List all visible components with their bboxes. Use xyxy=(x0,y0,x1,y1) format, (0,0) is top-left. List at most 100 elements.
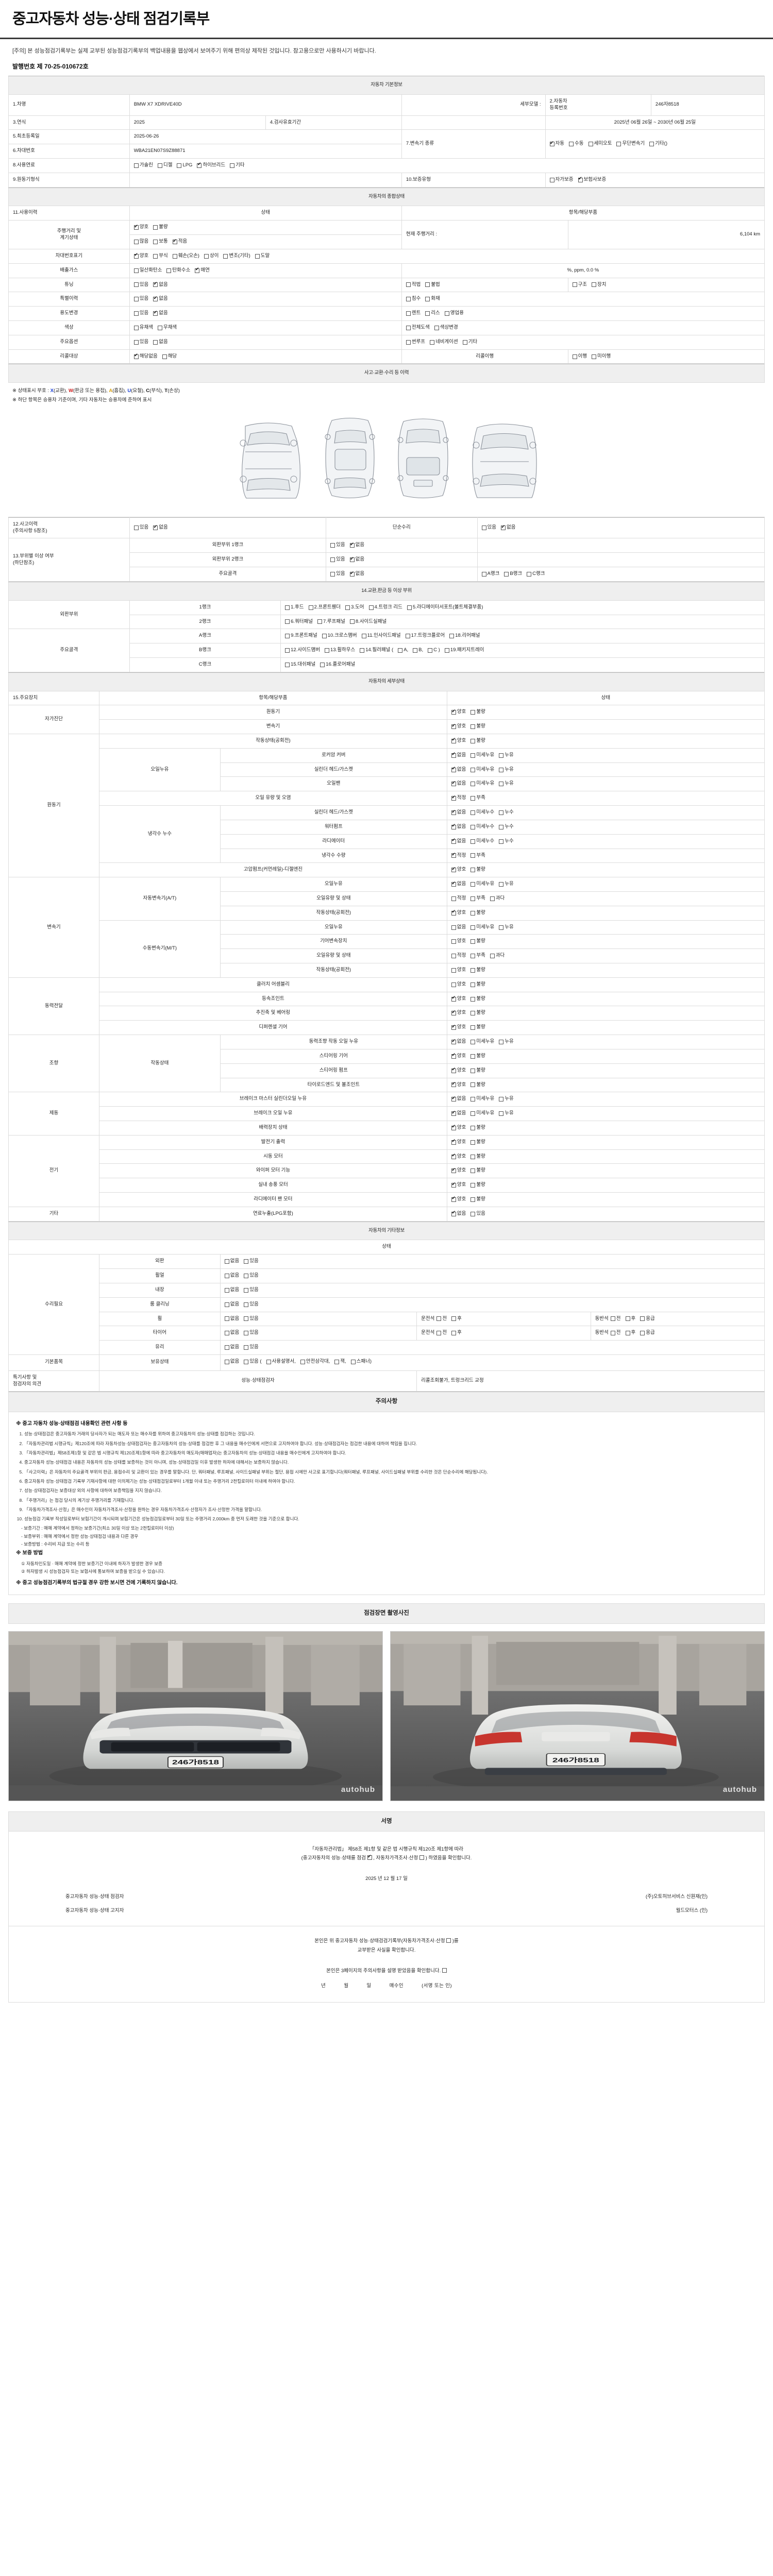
checkbox-option[interactable]: 부족 xyxy=(470,853,485,859)
checkbox-box[interactable] xyxy=(444,311,449,316)
checkbox-box[interactable] xyxy=(349,556,355,563)
checkbox-box[interactable] xyxy=(436,1316,442,1321)
checkbox-option[interactable]: 없음 xyxy=(153,524,168,531)
checkbox-option[interactable]: 없음 xyxy=(451,1110,466,1117)
checkbox-box[interactable] xyxy=(616,142,621,147)
checkbox-box[interactable] xyxy=(451,1110,456,1116)
checkbox-option[interactable]: 없음 xyxy=(224,1359,239,1365)
checkbox-option[interactable]: 있음 xyxy=(133,339,148,346)
checkbox-box[interactable] xyxy=(625,1316,630,1321)
checkbox-box[interactable] xyxy=(406,311,411,316)
checkbox-option[interactable]: 양호 xyxy=(451,709,466,716)
checkbox-option[interactable]: 전 xyxy=(610,1316,621,1323)
checkbox-option[interactable]: 부족 xyxy=(470,795,485,802)
checkbox-option[interactable]: 리스 xyxy=(425,310,440,317)
checkbox-box[interactable] xyxy=(153,524,158,531)
mileage-amount-options[interactable]: 많음 보통 적음 xyxy=(133,239,397,245)
checkbox-option[interactable]: 없음 xyxy=(451,1039,466,1045)
confirm-price-checkbox[interactable] xyxy=(446,1938,451,1943)
checkbox-option[interactable]: 15.대쉬패널 xyxy=(285,662,315,668)
checkbox-option[interactable]: 적정 xyxy=(451,852,466,859)
checkbox-option[interactable]: 양호 xyxy=(451,1196,466,1203)
checkbox-option[interactable]: 없음 xyxy=(224,1287,239,1294)
checkbox-option[interactable]: 상이 xyxy=(204,253,219,260)
checkbox-option[interactable]: 없음 xyxy=(451,766,466,773)
checkbox-option[interactable]: 영업용 xyxy=(444,310,464,317)
checkbox-option[interactable]: 없음 xyxy=(451,924,466,931)
checkbox-box[interactable] xyxy=(451,823,456,829)
checkbox-option[interactable]: 10.크로스맴버 xyxy=(322,633,357,639)
checkbox-box[interactable] xyxy=(133,240,139,245)
checkbox-option[interactable]: 9.프론트패널 xyxy=(285,633,317,639)
checkbox-box[interactable] xyxy=(490,896,495,901)
checkbox-box[interactable] xyxy=(549,141,554,147)
checkbox-option[interactable]: 없음 xyxy=(451,752,466,759)
checkbox-option[interactable]: 있음 xyxy=(133,524,148,531)
confirm-notes-checkbox[interactable] xyxy=(442,1968,447,1973)
checkbox-option[interactable]: 미세누유 xyxy=(470,881,494,888)
checkbox-option[interactable]: 양호 xyxy=(451,995,466,1003)
checkbox-option[interactable]: 응급 xyxy=(640,1316,655,1323)
checkbox-box[interactable] xyxy=(153,253,158,259)
checkbox-option[interactable]: 있음 xyxy=(244,1316,259,1323)
checkbox-option[interactable]: 렌트 xyxy=(406,310,421,317)
usage-change-type-options[interactable]: 렌트 리스 영업용 xyxy=(406,310,760,317)
checkbox-option[interactable]: 누유 xyxy=(499,881,514,888)
checkbox-box[interactable] xyxy=(204,253,209,259)
checkbox-option[interactable]: 불량 xyxy=(470,1182,485,1189)
checkbox-option[interactable]: 무채색 xyxy=(157,325,177,331)
tuning-exist-options[interactable]: 있음 없음 xyxy=(133,281,397,289)
checkbox-option[interactable]: 불법 xyxy=(425,282,440,289)
checkbox-box[interactable] xyxy=(451,723,456,730)
checkbox-option[interactable]: 양호 xyxy=(451,723,466,730)
checkbox-box[interactable] xyxy=(244,1331,249,1336)
checkbox-option[interactable]: 있음 xyxy=(244,1330,259,1336)
checkbox-box[interactable] xyxy=(499,925,504,930)
checkbox-box[interactable] xyxy=(527,572,532,577)
checkbox-box[interactable] xyxy=(444,648,449,653)
checkbox-option[interactable]: 이행 xyxy=(572,353,587,360)
checkbox-option[interactable]: 없음 xyxy=(451,838,466,845)
checkbox-option[interactable]: 없음 xyxy=(501,524,515,531)
checkbox-option[interactable]: 해당 xyxy=(162,353,177,360)
checkbox-option[interactable]: 누유 xyxy=(499,1039,514,1045)
checkbox-box[interactable] xyxy=(451,737,456,743)
checkbox-option[interactable]: 네비게이션 xyxy=(430,339,458,346)
checkbox-option[interactable]: 과다 xyxy=(490,895,505,902)
checkbox-option[interactable]: B, xyxy=(413,647,423,654)
checkbox-option[interactable]: 미세누유 xyxy=(470,1096,494,1103)
checkbox-option[interactable]: 미세누수 xyxy=(470,824,494,831)
checkbox-box[interactable] xyxy=(451,1331,457,1336)
checkbox-option[interactable]: 자가보증 xyxy=(549,177,574,183)
checkbox-box[interactable] xyxy=(470,896,476,901)
checkbox-box[interactable] xyxy=(244,1259,249,1264)
checkbox-box[interactable] xyxy=(451,909,456,916)
checkbox-option[interactable]: 불량 xyxy=(470,1053,485,1060)
checkbox-box[interactable] xyxy=(470,738,476,743)
checkbox-box[interactable] xyxy=(470,1168,476,1174)
checkbox-option[interactable]: 없음 xyxy=(451,1096,466,1103)
checkbox-box[interactable] xyxy=(224,1331,229,1336)
checkbox-option[interactable]: 보통 xyxy=(153,239,168,245)
photo-front[interactable]: 246가8518 autohub xyxy=(8,1631,383,1801)
checkbox-box[interactable] xyxy=(285,634,290,639)
checkbox-option[interactable]: 불량 xyxy=(470,1196,485,1203)
checkbox-box[interactable] xyxy=(153,281,158,287)
checkbox-option[interactable]: 17.트렁크플로어 xyxy=(405,633,445,639)
checkbox-option[interactable]: 누수 xyxy=(499,824,514,831)
checkbox-box[interactable] xyxy=(244,1302,249,1307)
checkbox-option[interactable]: 후 xyxy=(451,1316,462,1323)
checkbox-box[interactable] xyxy=(244,1274,249,1279)
checkbox-box[interactable] xyxy=(451,766,456,772)
checkbox-box[interactable] xyxy=(499,1040,504,1045)
checkbox-box[interactable] xyxy=(610,1316,615,1321)
checkbox-box[interactable] xyxy=(157,325,162,330)
emission-option-list[interactable]: 일산화탄소 탄화수소 매연 xyxy=(133,267,397,274)
checkbox-option[interactable]: 양호 xyxy=(451,1124,466,1131)
checkbox-box[interactable] xyxy=(157,163,162,168)
usage-change-exist-options[interactable]: 있음 없음 xyxy=(133,310,397,317)
checkbox-option[interactable]: 양호 xyxy=(451,1153,466,1160)
checkbox-box[interactable] xyxy=(504,572,509,577)
checkbox-option[interactable]: 스패너) xyxy=(350,1359,372,1365)
checkbox-option[interactable]: 양호 xyxy=(451,1182,466,1189)
